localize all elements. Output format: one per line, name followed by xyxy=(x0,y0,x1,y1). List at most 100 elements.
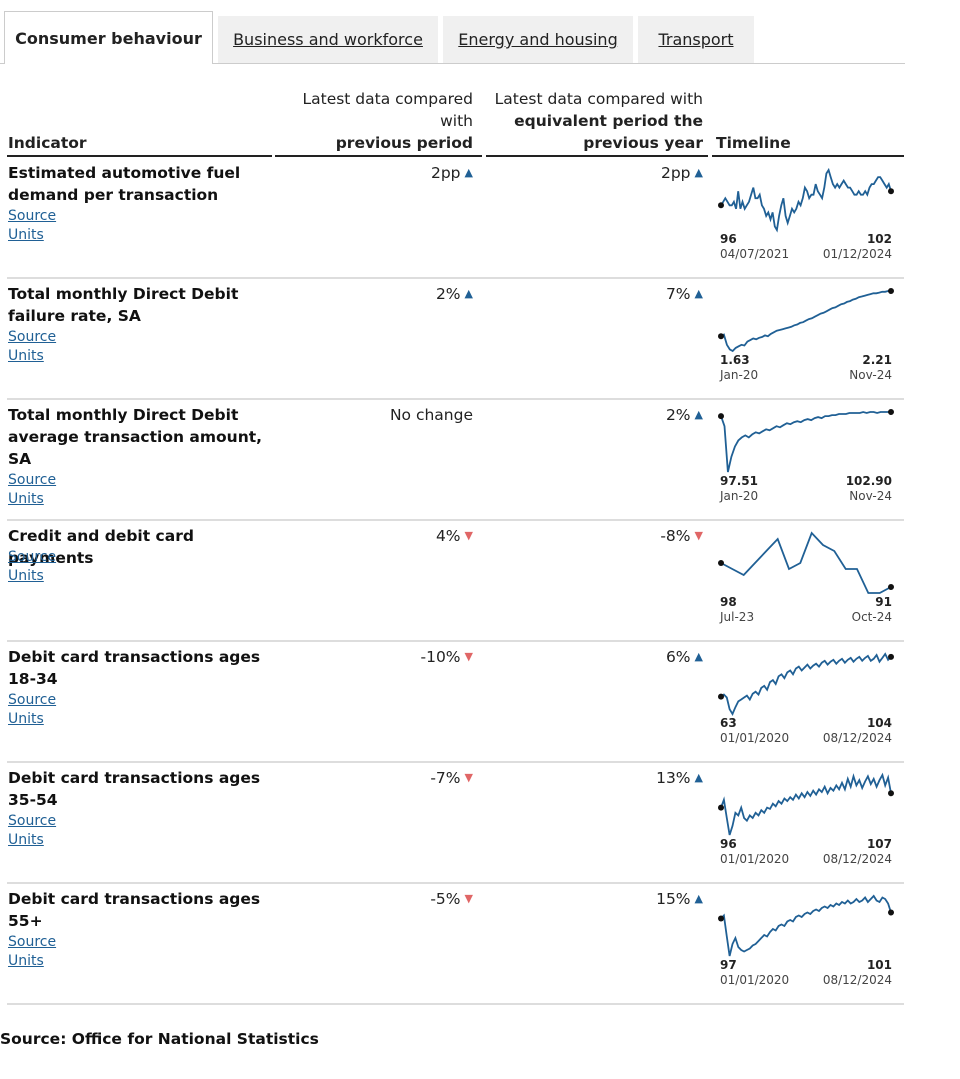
timeline-start-date: 04/07/2021 xyxy=(720,247,790,261)
timeline-line xyxy=(720,290,891,353)
previous-year-change: 2% ▲ xyxy=(486,404,703,426)
change-value: 2% xyxy=(665,406,691,424)
change-value: -8% xyxy=(660,527,691,545)
change-value: 6% xyxy=(665,648,691,666)
triangle-down-icon: ▼ xyxy=(464,771,473,784)
timeline-start-date: 01/01/2020 xyxy=(720,973,790,987)
timeline-end-date: 08/12/2024 xyxy=(822,731,892,745)
timeline-sparkline xyxy=(718,167,894,233)
source-link[interactable]: Source xyxy=(8,813,57,829)
row-divider xyxy=(7,882,904,884)
timeline-line xyxy=(720,772,892,836)
previous-year-change: 2pp ▲ xyxy=(486,162,703,184)
timeline-start-value: 97 xyxy=(720,958,737,972)
timeline-start-dot xyxy=(718,693,724,700)
column-header-indicator: Indicator xyxy=(8,134,87,152)
tab-bar-divider xyxy=(0,63,905,64)
header-rule xyxy=(712,155,904,157)
source-link[interactable]: Source xyxy=(8,549,57,565)
triangle-up-icon: ▲ xyxy=(694,408,703,421)
source-link[interactable]: Source xyxy=(8,329,57,345)
timeline-start-dot xyxy=(718,804,724,811)
timeline-sparkline xyxy=(718,894,894,957)
timeline-start-dot xyxy=(718,413,724,420)
timeline-end-date: Nov-24 xyxy=(849,368,892,382)
timeline-end-date: Nov-24 xyxy=(849,489,892,503)
previous-period-change: No change xyxy=(272,404,473,426)
indicator-title: Debit card transactions ages 18-34 xyxy=(8,648,261,688)
change-value: 7% xyxy=(665,285,691,303)
row-divider xyxy=(7,519,904,521)
timeline-end-value: 2.21 xyxy=(862,353,892,367)
timeline-start-dot xyxy=(718,333,724,340)
timeline-start-value: 98 xyxy=(720,595,737,609)
row-divider xyxy=(7,398,904,400)
row-divider xyxy=(7,1003,904,1005)
footer-source: Source: Office for National Statistics xyxy=(0,1030,319,1048)
previous-period-change: 4% ▼ xyxy=(272,525,473,547)
header-rule xyxy=(7,155,272,157)
triangle-up-icon: ▲ xyxy=(694,892,703,905)
timeline-end-value: 101 xyxy=(866,958,892,972)
timeline-sparkline xyxy=(718,288,894,353)
timeline-line xyxy=(720,531,892,594)
units-link[interactable]: Units xyxy=(8,491,44,507)
timeline-end-value: 91 xyxy=(875,595,892,609)
timeline-start-value: 96 xyxy=(720,232,737,246)
units-link[interactable]: Units xyxy=(8,711,44,727)
change-value: -10% xyxy=(420,648,461,666)
triangle-up-icon: ▲ xyxy=(464,166,473,179)
previous-period-change: -10% ▼ xyxy=(272,646,473,668)
source-link[interactable]: Source xyxy=(8,934,57,950)
previous-year-change: 13% ▲ xyxy=(486,767,703,789)
timeline-end-date: 08/12/2024 xyxy=(822,973,892,987)
previous-period-change: -7% ▼ xyxy=(272,767,473,789)
triangle-up-icon: ▲ xyxy=(464,287,473,300)
column-header-previous-year: Latest data compared with equivalent per… xyxy=(486,88,703,154)
previous-period-change: 2pp ▲ xyxy=(272,162,473,184)
header-text: Latest data compared with xyxy=(494,90,703,108)
change-value: No change xyxy=(389,406,473,424)
triangle-down-icon: ▼ xyxy=(464,650,473,663)
header-rule xyxy=(486,155,708,157)
timeline-end-value: 104 xyxy=(866,716,892,730)
triangle-up-icon: ▲ xyxy=(694,287,703,300)
triangle-down-icon: ▼ xyxy=(694,529,703,542)
timeline-line xyxy=(720,652,892,716)
header-text: previous year xyxy=(583,134,703,152)
row-divider xyxy=(7,277,904,279)
indicator-title: Debit card transactions ages 55+ xyxy=(8,890,261,930)
tab-consumer-behaviour[interactable]: Consumer behaviour xyxy=(4,11,213,64)
tab-business-and-workforce[interactable]: Business and workforce xyxy=(218,16,438,63)
previous-year-change: 6% ▲ xyxy=(486,646,703,668)
previous-year-change: 15% ▲ xyxy=(486,888,703,910)
tab-transport[interactable]: Transport xyxy=(638,16,754,63)
timeline-start-date: 01/01/2020 xyxy=(720,852,790,866)
header-text: with xyxy=(440,112,473,130)
timeline-line xyxy=(720,894,892,957)
units-link[interactable]: Units xyxy=(8,227,44,243)
change-value: -7% xyxy=(430,769,461,787)
indicator-title: Total monthly Direct Debit average trans… xyxy=(8,406,263,468)
change-value: 4% xyxy=(435,527,461,545)
timeline-end-value: 107 xyxy=(866,837,892,851)
tab-energy-and-housing[interactable]: Energy and housing xyxy=(443,16,633,63)
source-link[interactable]: Source xyxy=(8,208,57,224)
tab-bar: Consumer behaviour Business and workforc… xyxy=(0,11,905,64)
units-link[interactable]: Units xyxy=(8,568,44,584)
units-link[interactable]: Units xyxy=(8,348,44,364)
source-link[interactable]: Source xyxy=(8,692,57,708)
units-link[interactable]: Units xyxy=(8,953,44,969)
timeline-start-dot xyxy=(718,560,724,566)
timeline-sparkline xyxy=(718,409,894,473)
source-link[interactable]: Source xyxy=(8,472,57,488)
timeline-line xyxy=(720,167,892,233)
timeline-end-dot xyxy=(888,409,894,415)
timeline-line xyxy=(720,411,891,473)
change-value: 2% xyxy=(435,285,461,303)
timeline-start-value: 96 xyxy=(720,837,737,851)
timeline-end-dot xyxy=(888,288,894,294)
triangle-down-icon: ▼ xyxy=(464,892,473,905)
indicator-title: Debit card transactions ages 35-54 xyxy=(8,769,261,809)
units-link[interactable]: Units xyxy=(8,832,44,848)
